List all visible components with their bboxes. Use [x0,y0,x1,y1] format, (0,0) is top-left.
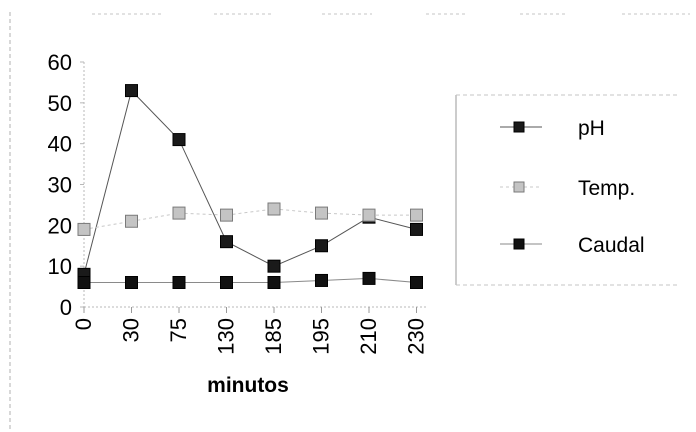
legend-label: Caudal [578,234,645,257]
legend-label: pH [578,117,605,140]
y-tick-label: 20 [48,213,72,238]
x-tick-label: 230 [404,318,429,355]
x-tick-label: 30 [119,318,144,342]
chart-frame [9,12,690,430]
legend-label: Temp. [578,177,635,200]
y-tick-label: 40 [48,132,72,157]
series-1 [77,202,423,236]
data-point [77,276,91,289]
series-line [83,89,417,275]
x-tick-label: 75 [166,318,191,342]
series-line [84,277,417,283]
x-tick-label: 210 [356,318,381,355]
y-tick-label: 0 [60,295,72,320]
data-point [267,259,281,273]
legend-marker [513,238,525,250]
x-tick-label: 0 [71,318,96,330]
x-tick-label: 185 [261,318,286,355]
data-point [172,276,186,289]
y-tick-label: 30 [48,173,72,198]
plot-area: 0 10 20 30 40 50 60 0 30 75 130 185 195 210 230 minutos [48,50,429,397]
series-0 [77,84,423,281]
data-point [315,206,328,220]
data-point [220,208,233,222]
data-point [172,206,186,220]
legend: pH Temp. Caudal [455,94,680,286]
data-point [77,222,91,236]
data-point [267,276,281,289]
data-point [172,133,186,147]
x-axis-title: minutos [207,374,289,397]
data-point [410,222,423,236]
data-point [410,276,423,289]
series-2 [77,271,423,289]
legend-marker [513,181,525,193]
data-point [125,214,138,228]
x-tick-label: 130 [214,318,239,355]
data-point [220,276,233,289]
data-point [362,271,376,285]
data-point [220,235,233,249]
y-tick-label: 60 [48,50,72,75]
series-line [83,208,417,230]
data-point [362,208,376,222]
y-tick-label: 10 [48,254,72,279]
data-point [315,239,328,253]
data-point [267,202,281,216]
x-tick-label: 195 [309,318,334,355]
y-tick-label: 50 [48,91,72,116]
data-point [125,276,138,289]
legend-marker [513,121,525,133]
data-point [410,208,423,222]
data-point [315,273,328,287]
data-point [125,84,138,98]
